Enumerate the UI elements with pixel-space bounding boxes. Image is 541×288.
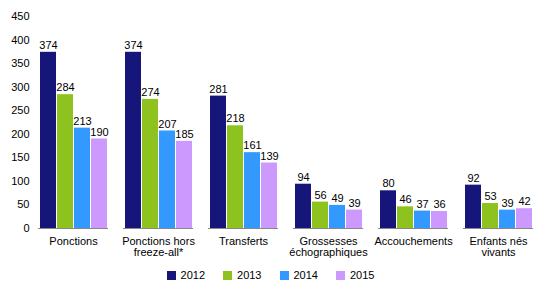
svg-text:190: 190: [90, 126, 108, 138]
svg-text:213: 213: [73, 115, 91, 127]
svg-text:374: 374: [39, 39, 57, 51]
svg-text:374: 374: [124, 39, 142, 51]
svg-text:94: 94: [297, 171, 309, 183]
svg-text:161: 161: [243, 139, 261, 151]
html-text:2015: 2015: [350, 269, 375, 281]
svg-text:80: 80: [382, 177, 394, 189]
svg-text:450: 450: [11, 10, 29, 22]
svg-text:Ponctions horsfreeze-all*: Ponctions horsfreeze-all*: [122, 235, 195, 258]
svg-text:56: 56: [314, 189, 326, 201]
svg-text:100: 100: [11, 175, 29, 187]
svg-text:53: 53: [484, 190, 496, 202]
svg-text:207: 207: [158, 117, 176, 129]
svg-text:0: 0: [23, 222, 29, 234]
svg-text:250: 250: [11, 104, 29, 116]
svg-text:49: 49: [331, 192, 343, 204]
svg-text:139: 139: [260, 150, 278, 162]
html-text:2013: 2013: [237, 269, 262, 281]
svg-text:39: 39: [348, 197, 360, 209]
svg-text:42: 42: [518, 195, 530, 207]
svg-text:Grossesseséchographiques: Grossesseséchographiques: [289, 235, 368, 258]
svg-text:Accouchements: Accouchements: [374, 235, 453, 247]
svg-text:92: 92: [467, 172, 479, 184]
svg-text:284: 284: [56, 81, 74, 93]
svg-text:Enfants nésvivants: Enfants nésvivants: [469, 235, 528, 258]
svg-text:37: 37: [416, 198, 428, 210]
svg-text:350: 350: [11, 57, 29, 69]
svg-text:185: 185: [175, 128, 193, 140]
svg-text:400: 400: [11, 34, 29, 46]
svg-text:200: 200: [11, 128, 29, 140]
svg-text:274: 274: [141, 86, 159, 98]
svg-text:300: 300: [11, 81, 29, 93]
html-text:2012: 2012: [180, 269, 205, 281]
svg-text:150: 150: [11, 151, 29, 163]
svg-text:39: 39: [501, 197, 513, 209]
svg-text:36: 36: [433, 198, 445, 210]
svg-text:46: 46: [399, 193, 411, 205]
html-text:2014: 2014: [293, 269, 318, 281]
svg-text:218: 218: [226, 112, 244, 124]
svg-text:Ponctions: Ponctions: [49, 235, 98, 247]
svg-text:50: 50: [17, 198, 29, 210]
svg-text:Transferts: Transferts: [219, 235, 269, 247]
svg-text:281: 281: [209, 83, 227, 95]
